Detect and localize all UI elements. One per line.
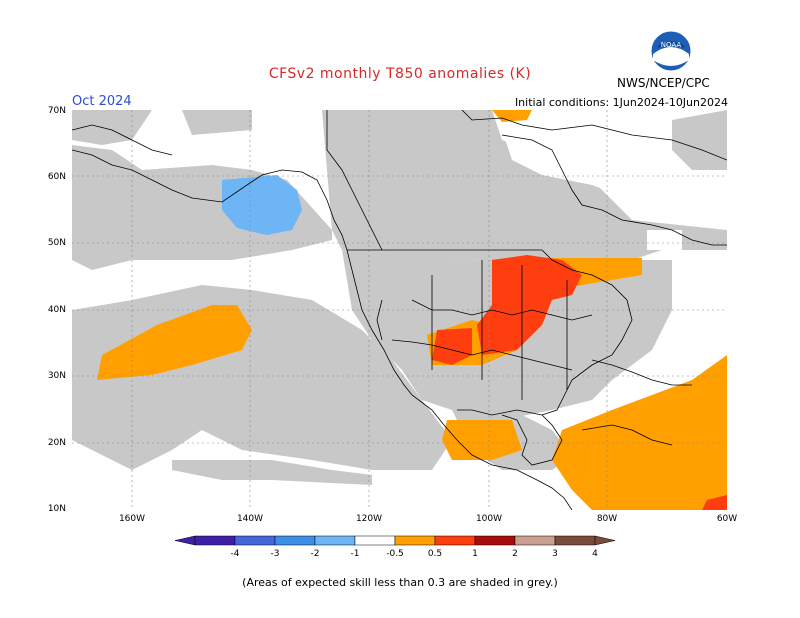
- colorbar-swatch: [514, 535, 556, 546]
- lon-label: 60W: [716, 514, 738, 524]
- colorbar-tick-label: 3: [552, 549, 558, 559]
- colorbar-tick-label: -1: [351, 549, 360, 559]
- colorbar-arrow-high: [594, 535, 616, 546]
- lat-label: 10N: [47, 504, 66, 514]
- lat-label: 70N: [47, 106, 66, 116]
- lat-label: 20N: [47, 438, 66, 448]
- lon-label: 100W: [475, 514, 503, 524]
- colorbar-tick-label: 0.5: [428, 549, 442, 559]
- colorbar-swatch: [434, 535, 476, 546]
- lat-label: 30N: [47, 371, 66, 381]
- colorbar-swatch: [354, 535, 396, 546]
- colorbar-tick-label: 4: [592, 549, 598, 559]
- negative-anomaly-region: [222, 175, 302, 235]
- logo: NOAA: [650, 30, 692, 72]
- agency-label: NWS/NCEP/CPC: [617, 76, 710, 90]
- colorbar-swatch: [274, 535, 316, 546]
- warm-anomaly-red: [432, 255, 727, 510]
- coastlines: [71, 109, 728, 511]
- logo-text: NOAA: [661, 41, 682, 49]
- colorbar-tick-label: -3: [271, 549, 280, 559]
- lat-label: 60N: [47, 172, 66, 182]
- colorbar-swatch: [554, 535, 596, 546]
- skill-gaps: [72, 125, 682, 310]
- colorbar-tick-label: 1: [472, 549, 478, 559]
- colorbar-tick-label: -2: [311, 549, 320, 559]
- lon-label: 80W: [596, 514, 618, 524]
- colorbar-tick-label: 2: [512, 549, 518, 559]
- colorbar-swatch: [394, 535, 436, 546]
- anomaly-map: [71, 109, 728, 511]
- lat-label: 50N: [47, 238, 66, 248]
- color-legend: -4 -3 -2 -1 -0.5 0.5 1 2 3 4: [170, 532, 630, 562]
- lon-label: 120W: [355, 514, 383, 524]
- skill-footnote: (Areas of expected skill less than 0.3 a…: [242, 576, 558, 589]
- lon-label: 140W: [236, 514, 264, 524]
- colorbar-arrow-low: [174, 535, 196, 546]
- colorbar-swatch: [234, 535, 276, 546]
- colorbar-tick-label: -0.5: [386, 549, 404, 559]
- lon-label: 160W: [118, 514, 146, 524]
- colorbar-swatch: [194, 535, 236, 546]
- map-title: CFSv2 monthly T850 anomalies (K): [268, 66, 532, 82]
- lat-label: 40N: [47, 305, 66, 315]
- graticule: [72, 110, 727, 510]
- colorbar-swatch: [314, 535, 356, 546]
- forecast-month: Oct 2024: [72, 94, 132, 109]
- colorbar-tick-label: -4: [231, 549, 240, 559]
- initial-conditions: Initial conditions: 1Jun2024-10Jun2024: [514, 96, 728, 109]
- colorbar-swatch: [474, 535, 516, 546]
